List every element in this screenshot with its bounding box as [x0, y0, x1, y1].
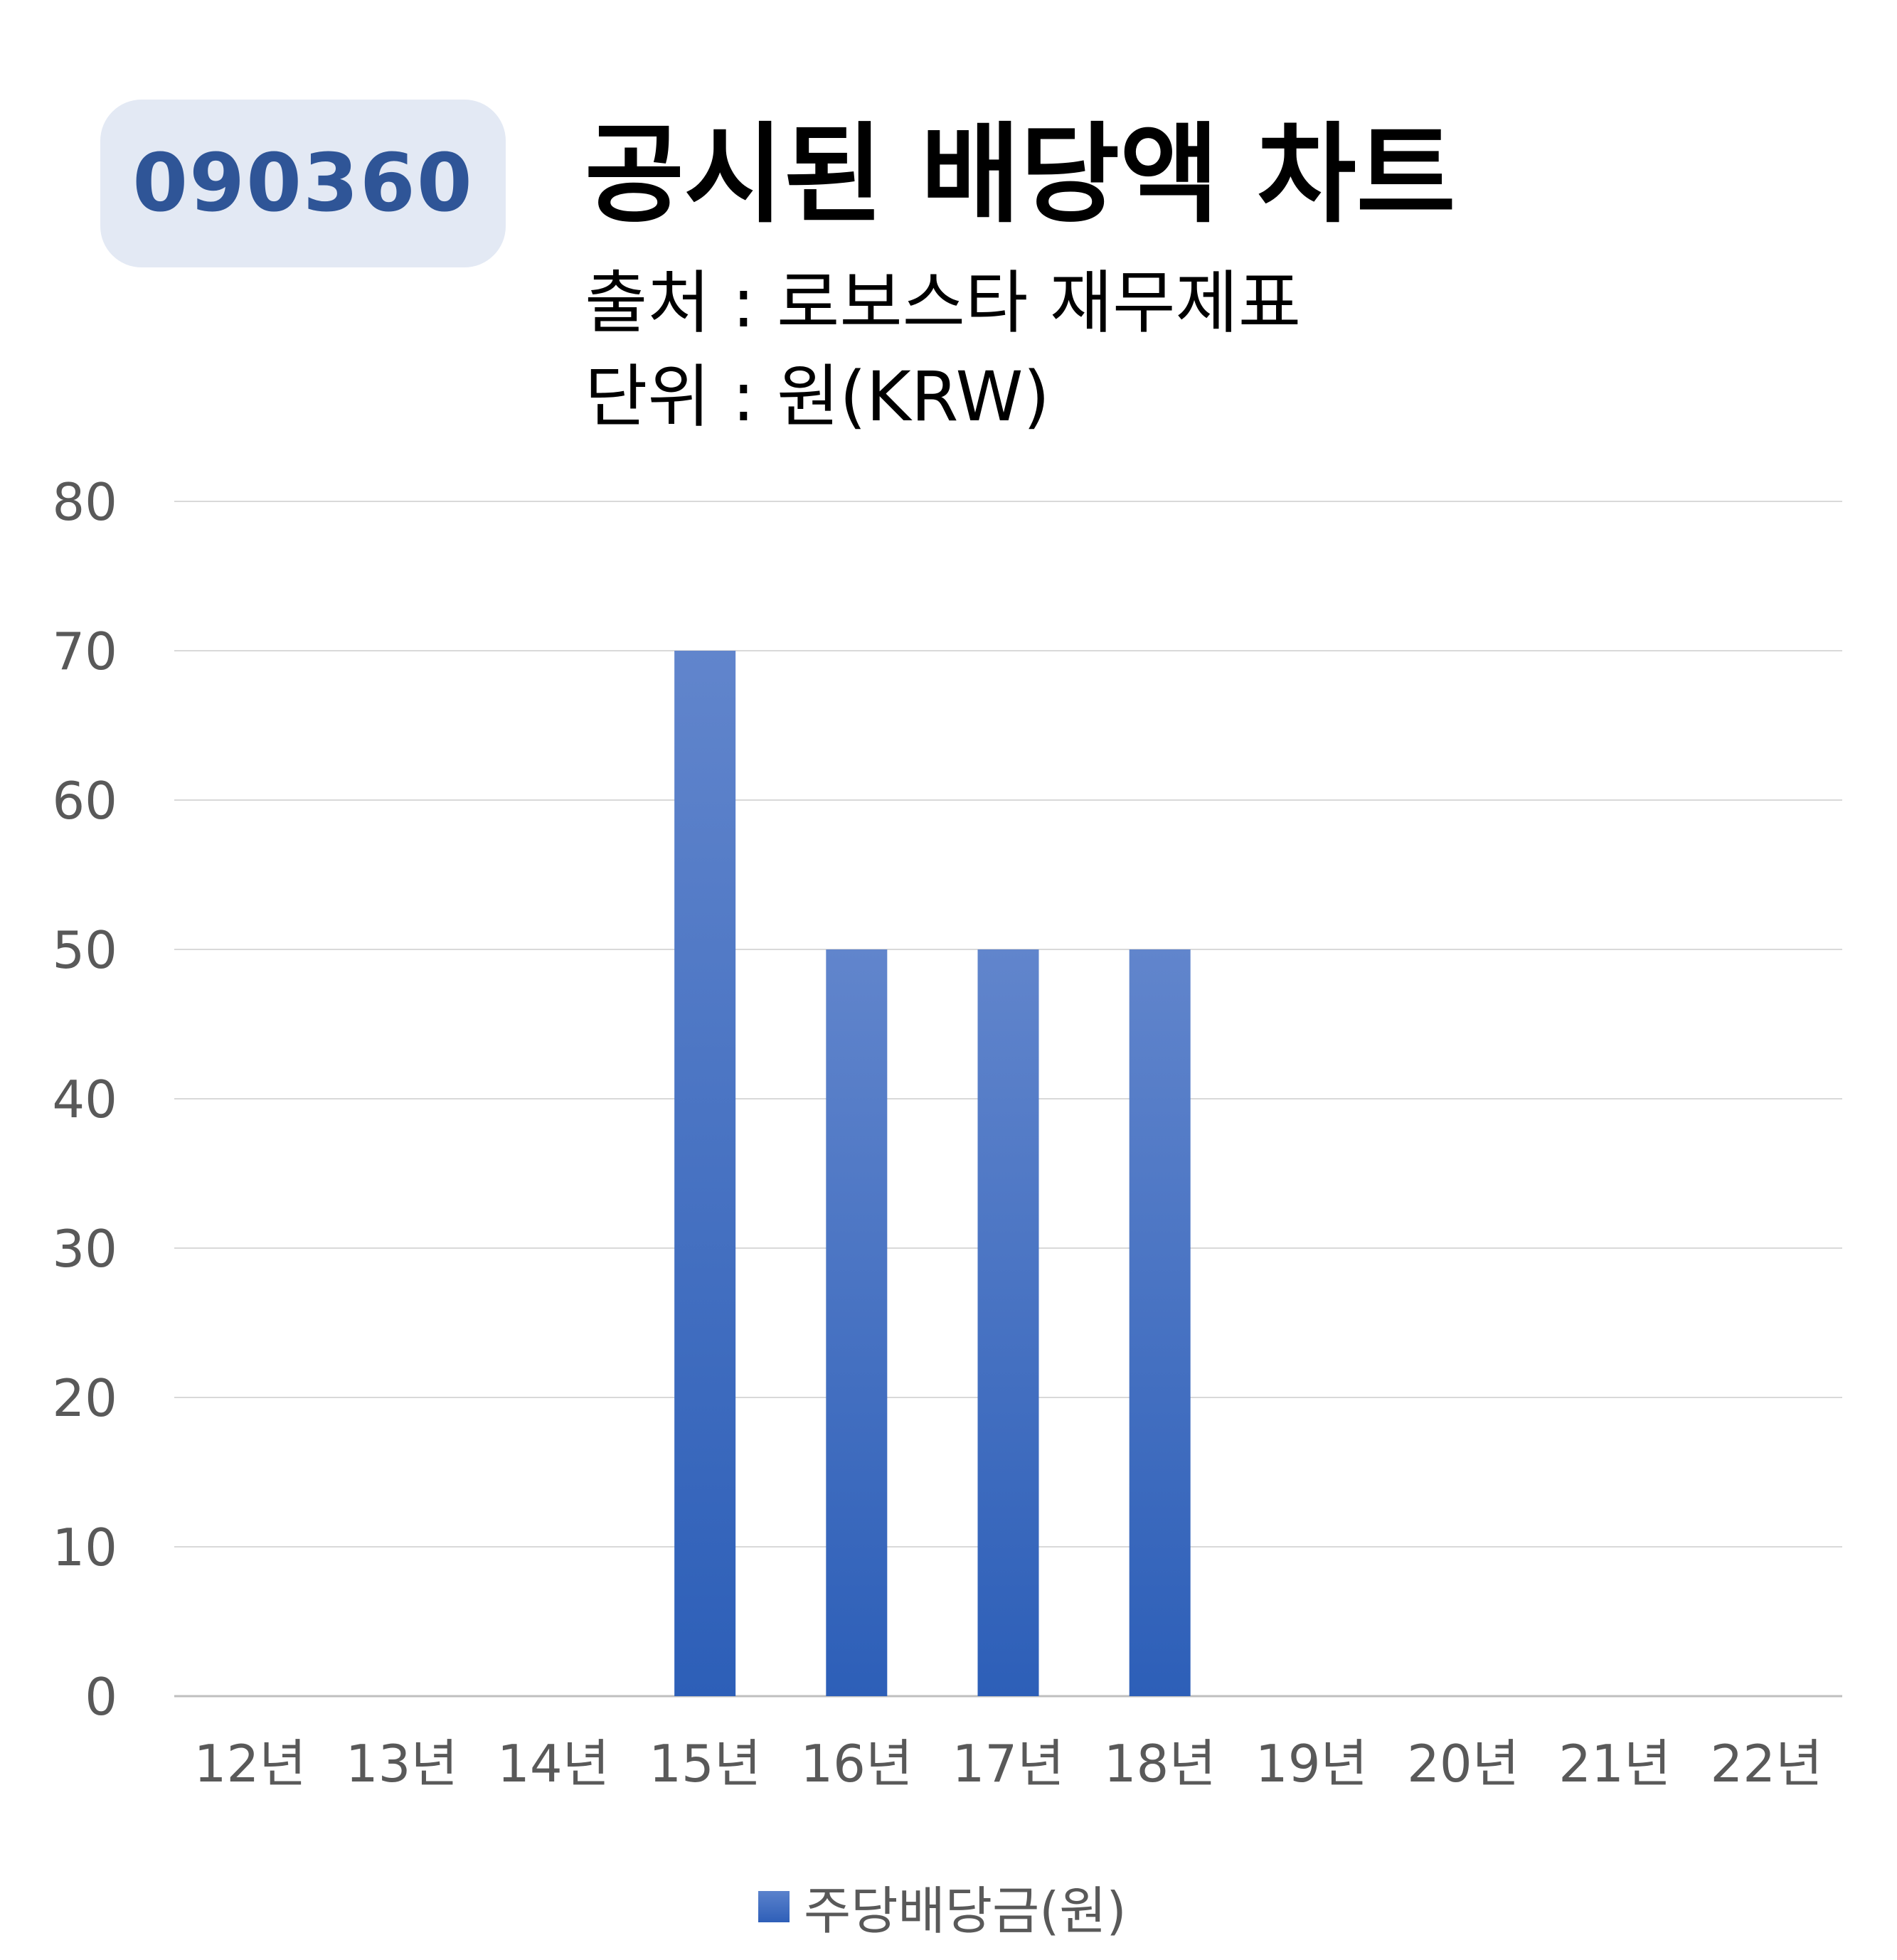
legend-label: 주당배당금(원): [804, 1881, 1127, 1941]
bar: [674, 651, 736, 1696]
x-tick-label: 18년: [1104, 1734, 1216, 1794]
source-text: 출처 : 로보스타 재무제표: [585, 263, 1302, 343]
y-tick-label: 80: [52, 472, 117, 532]
x-tick-label: 16년: [800, 1734, 913, 1794]
x-tick-label: 22년: [1710, 1734, 1822, 1794]
ticker-code: 090360: [132, 137, 474, 230]
x-tick-label: 14년: [497, 1734, 610, 1794]
bar: [826, 949, 888, 1696]
unit-text: 단위 : 원(KRW): [585, 357, 1050, 437]
y-tick-label: 0: [85, 1667, 117, 1727]
bar: [1129, 949, 1191, 1696]
legend: 주당배당금(원): [758, 1869, 1127, 1944]
x-tick-label: 12년: [194, 1734, 307, 1794]
x-tick-label: 13년: [346, 1734, 458, 1794]
y-tick-label: 10: [52, 1518, 117, 1577]
y-tick-label: 50: [52, 920, 117, 980]
bar: [977, 949, 1039, 1696]
x-tick-label: 15년: [649, 1734, 761, 1794]
y-tick-label: 60: [52, 771, 117, 831]
axis-labels: 0 10 20 30 40 50 60 70 80 12년 13년 14년 15년 16년 17년 18년 19…: [52, 472, 1822, 1794]
x-tick-label: 19년: [1255, 1734, 1368, 1794]
legend-swatch: [758, 1890, 790, 1922]
x-tick-label: 20년: [1407, 1734, 1519, 1794]
x-tick-label: 17년: [952, 1734, 1065, 1794]
bars: [674, 651, 1191, 1696]
y-tick-label: 30: [52, 1219, 117, 1279]
y-tick-label: 20: [52, 1368, 117, 1428]
y-tick-label: 70: [52, 622, 117, 681]
x-tick-label: 21년: [1558, 1734, 1671, 1794]
y-tick-label: 40: [52, 1070, 117, 1129]
chart-title: 공시된 배당액 차트: [585, 112, 1456, 238]
ticker-badge: 090360: [100, 100, 506, 267]
